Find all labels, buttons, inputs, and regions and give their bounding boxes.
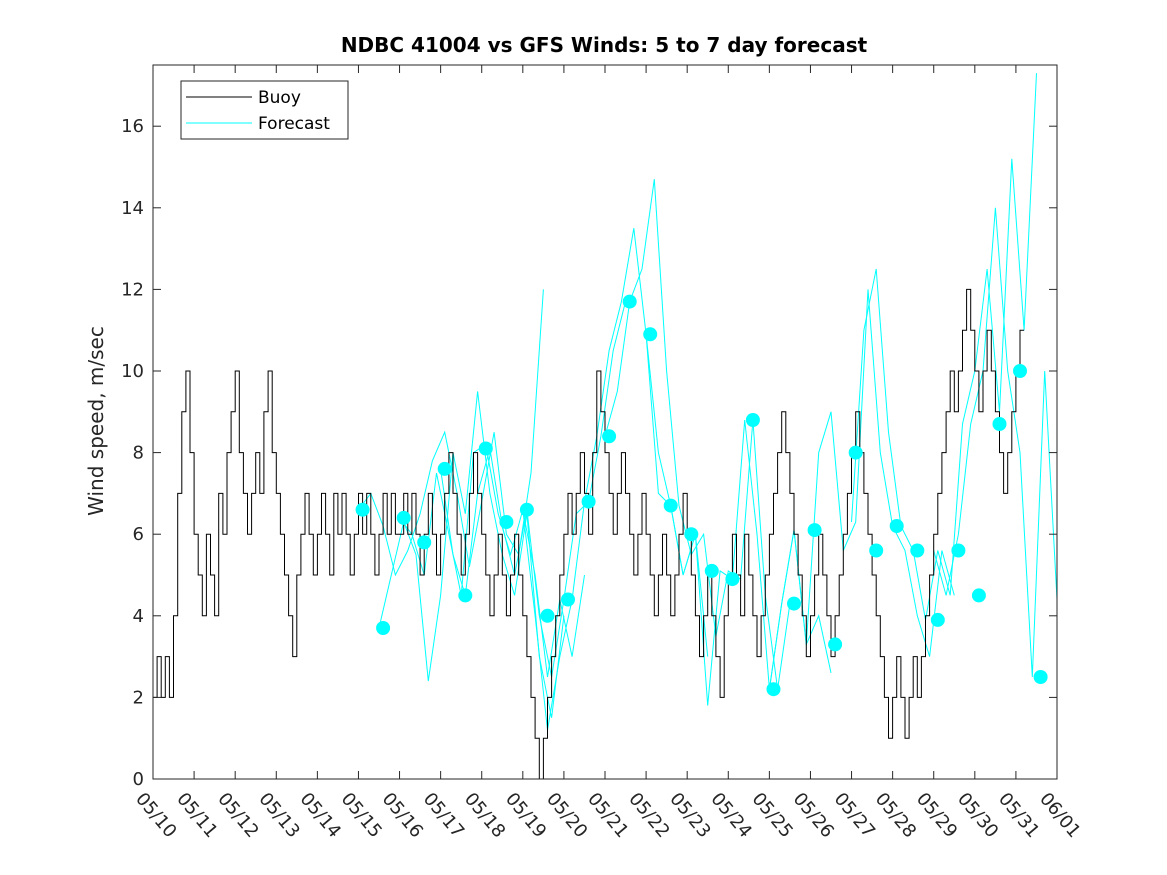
forecast-run-line: [399, 443, 585, 678]
forecast-marker: [992, 417, 1007, 431]
forecast-series: [358, 73, 1057, 731]
y-tick-label: 14: [121, 198, 144, 219]
legend-box: [180, 80, 349, 140]
y-tick-label: 10: [121, 361, 144, 382]
forecast-marker: [828, 637, 843, 652]
forecast-marker: [787, 596, 801, 611]
y-axis-label: Wind speed, m/sec: [84, 326, 108, 516]
forecast-markers: [355, 294, 1048, 697]
forecast-marker: [889, 519, 904, 533]
legend: Buoy Forecast: [180, 80, 349, 140]
chart-title: NDBC 41004 vs GFS Winds: 5 to 7 day fore…: [341, 33, 868, 57]
forecast-marker: [602, 429, 617, 444]
forecast-run-line: [768, 289, 955, 690]
forecast-marker: [458, 588, 473, 603]
forecast-marker: [581, 494, 596, 509]
forecast-marker: [643, 327, 658, 342]
y-tick-label: 4: [133, 606, 144, 627]
forecast-marker: [355, 502, 370, 517]
forecast-marker: [684, 527, 699, 542]
forecast-marker: [1013, 364, 1027, 378]
y-tick-label: 12: [121, 279, 144, 300]
y-tick-label: 8: [133, 443, 144, 464]
forecast-marker: [396, 510, 411, 525]
forecast-run-line: [851, 73, 1037, 620]
y-tick-label: 0: [133, 769, 144, 790]
forecast-marker: [519, 502, 534, 517]
forecast-marker: [869, 543, 884, 558]
forecast-marker: [417, 535, 432, 550]
forecast-run-line: [358, 289, 544, 577]
forecast-run-line: [378, 391, 565, 718]
forecast-marker: [478, 441, 493, 456]
forecast-marker: [540, 608, 555, 623]
forecast-marker: [437, 461, 452, 476]
forecast-marker: [725, 572, 740, 587]
plot-area: [153, 73, 1057, 779]
buoy-series: [153, 288, 1025, 779]
forecast-marker: [807, 523, 822, 538]
y-tick-label: 2: [133, 687, 144, 708]
forecast-marker: [1033, 670, 1048, 684]
y-tick-label: 16: [121, 116, 144, 137]
forecast-marker: [622, 294, 637, 309]
forecast-marker: [766, 682, 781, 697]
forecast-marker: [663, 498, 678, 513]
legend-forecast-label: Forecast: [258, 114, 330, 134]
forecast-marker: [745, 413, 760, 427]
forecast-marker: [376, 621, 391, 635]
buoy-step-line: [153, 288, 1025, 779]
forecast-marker: [971, 588, 986, 603]
legend-buoy-label: Buoy: [258, 88, 301, 108]
forecast-run-line: [604, 179, 791, 690]
forecast-run-line: [440, 301, 626, 678]
forecast-marker: [910, 543, 925, 558]
forecast-marker: [930, 612, 945, 627]
y-tick-label: 6: [133, 524, 144, 545]
forecast-marker: [704, 563, 719, 578]
forecast-marker: [561, 592, 575, 607]
forecast-marker: [848, 445, 863, 460]
y-axis: 0 2 4 6 8 10 12 14 16: [121, 116, 1057, 790]
forecast-marker: [951, 543, 966, 558]
forecast-marker: [499, 515, 514, 529]
